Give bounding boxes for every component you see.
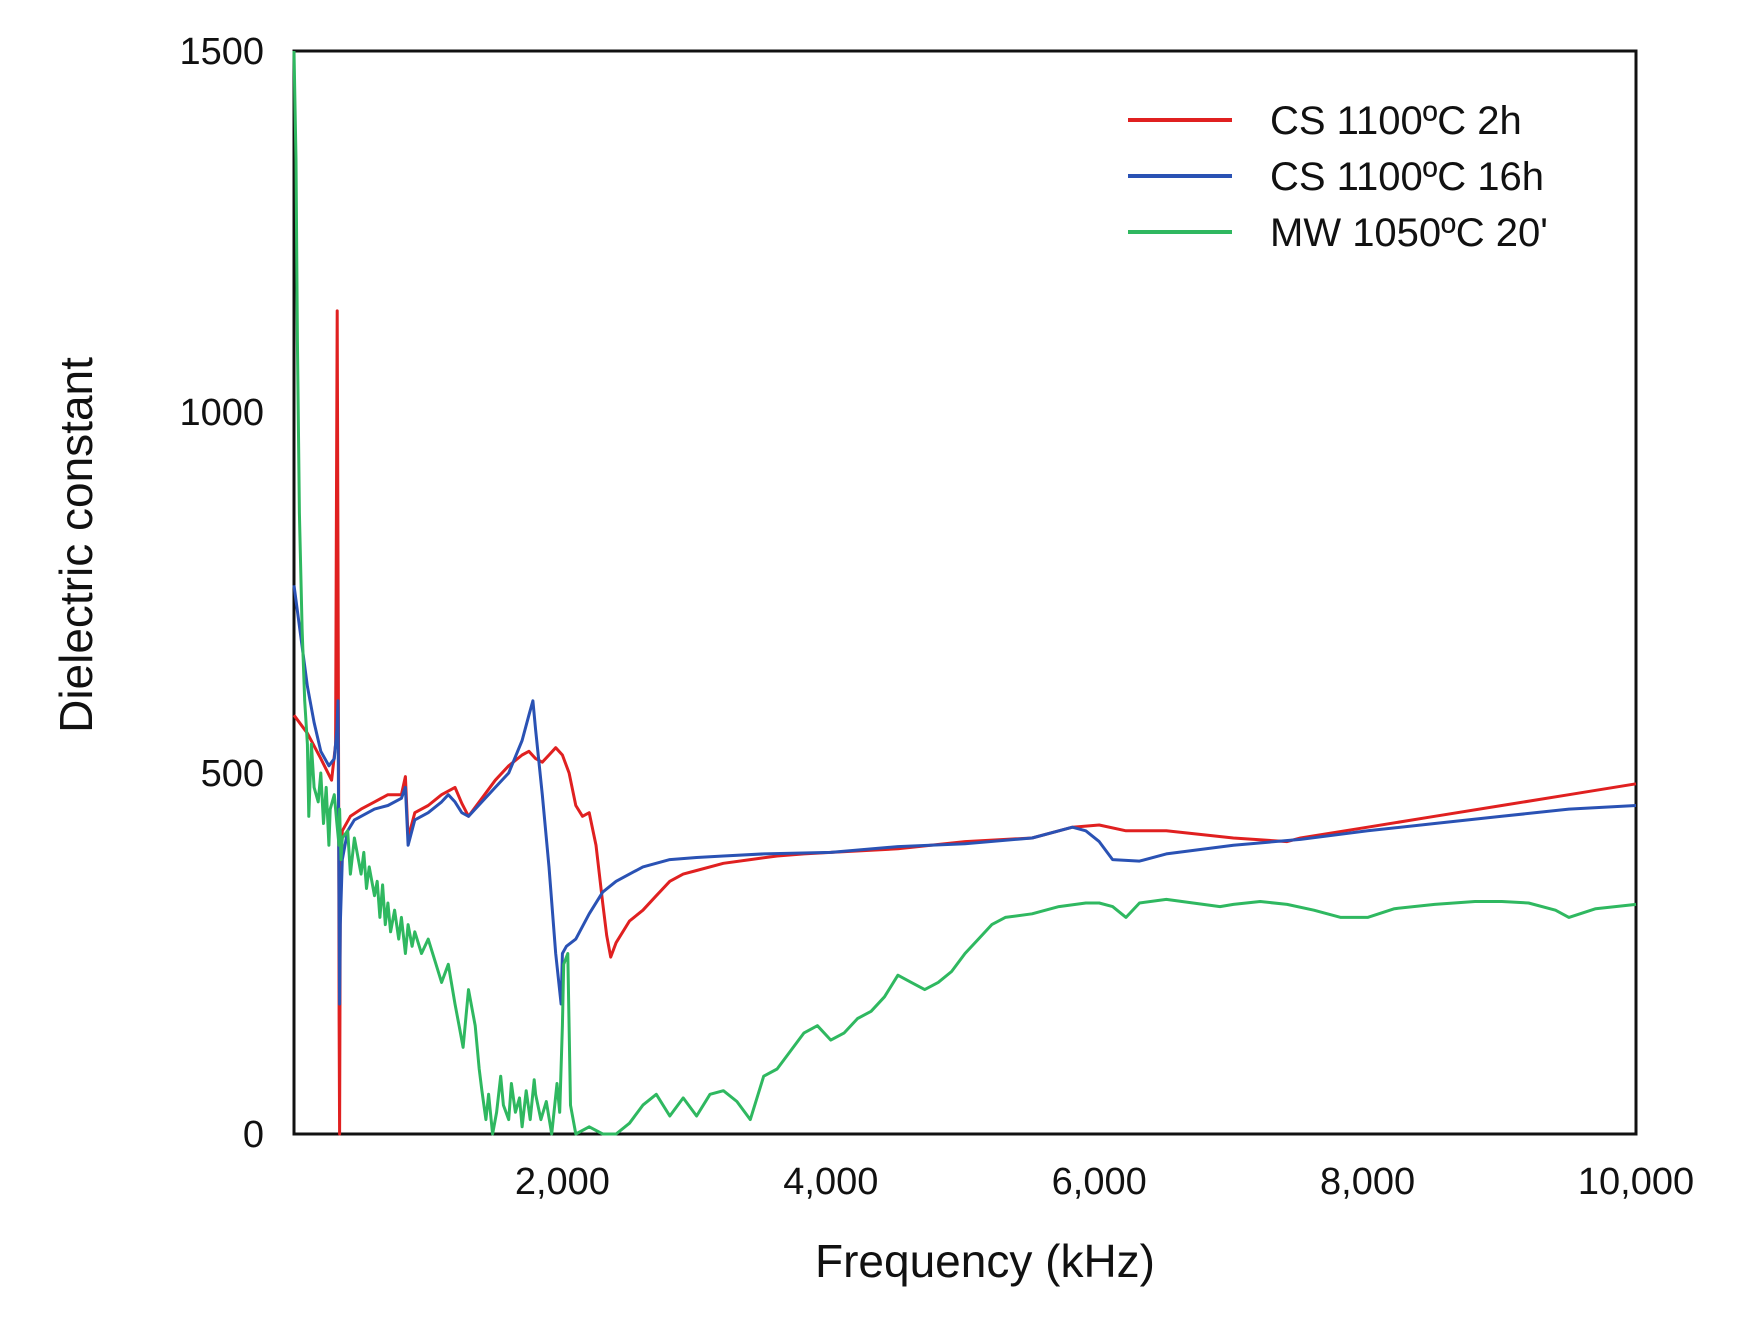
series-line-1 (292, 585, 1637, 1006)
y-tick-label-0: 0 (243, 1114, 264, 1156)
x-tick-label-2: 6,000 (1052, 1161, 1147, 1203)
y-tick-label-1: 500 (201, 753, 264, 795)
legend-label-0: CS 1100ºC 2h (1270, 99, 1522, 143)
y-tick-label-2: 1000 (179, 392, 264, 434)
x-tick-label-1: 4,000 (783, 1161, 878, 1203)
series-line-2 (292, 50, 1637, 1136)
series-layer (292, 50, 1637, 1136)
y-axis-ticks: 0 500 1000 1500 (179, 31, 264, 1156)
x-tick-label-3: 8,000 (1320, 1161, 1415, 1203)
x-tick-label-4: 10,000 (1578, 1161, 1694, 1203)
y-tick-label-3: 1500 (179, 31, 264, 73)
legend: CS 1100ºC 2h CS 1100ºC 16h MW 1050ºC 20' (1128, 99, 1548, 255)
x-tick-label-0: 2,000 (515, 1161, 610, 1203)
x-axis-title: Frequency (kHz) (815, 1235, 1155, 1287)
y-axis-title: Dielectric constant (50, 357, 102, 733)
legend-label-1: CS 1100ºC 16h (1270, 155, 1544, 199)
x-axis-ticks: 2,000 4,000 6,000 8,000 10,000 (515, 1161, 1694, 1203)
legend-label-2: MW 1050ºC 20' (1270, 211, 1548, 255)
